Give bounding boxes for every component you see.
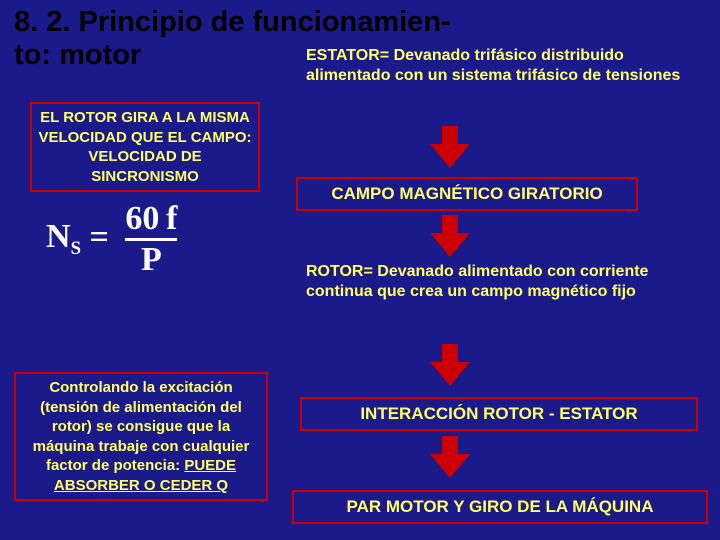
formula-sub-s: S — [71, 238, 81, 259]
formula-equals: = — [89, 218, 117, 255]
down-arrow-1 — [426, 126, 474, 168]
down-arrow-4 — [426, 436, 474, 478]
interaccion-box: INTERACCIÓN ROTOR - ESTATOR — [300, 397, 698, 431]
control-excitation-box: Controlando la excitación (tensión de al… — [14, 372, 268, 501]
formula-denominator: P — [141, 241, 162, 279]
formula-numerator: 60 f — [125, 200, 177, 238]
formula-fraction: 60 f P — [125, 200, 177, 279]
down-arrow-3 — [426, 344, 474, 386]
par-motor-box: PAR MOTOR Y GIRO DE LA MÁQUINA — [292, 490, 708, 524]
down-arrow-2 — [426, 215, 474, 257]
campo-magnetico-box: CAMPO MAGNÉTICO GIRATORIO — [296, 177, 638, 211]
rotor-sync-box: EL ROTOR GIRA A LA MISMA VELOCIDAD QUE E… — [30, 102, 260, 192]
slide: 8. 2. Principio de funcionamien-to: moto… — [0, 0, 720, 540]
formula-n: NS — [46, 218, 81, 256]
estator-paragraph: ESTATOR= Devanado trifásico distribuido … — [306, 46, 704, 86]
formula-ns: NS = 60 f P — [46, 200, 177, 279]
rotor-paragraph: ROTOR= Devanado alimentado con corriente… — [306, 262, 704, 302]
